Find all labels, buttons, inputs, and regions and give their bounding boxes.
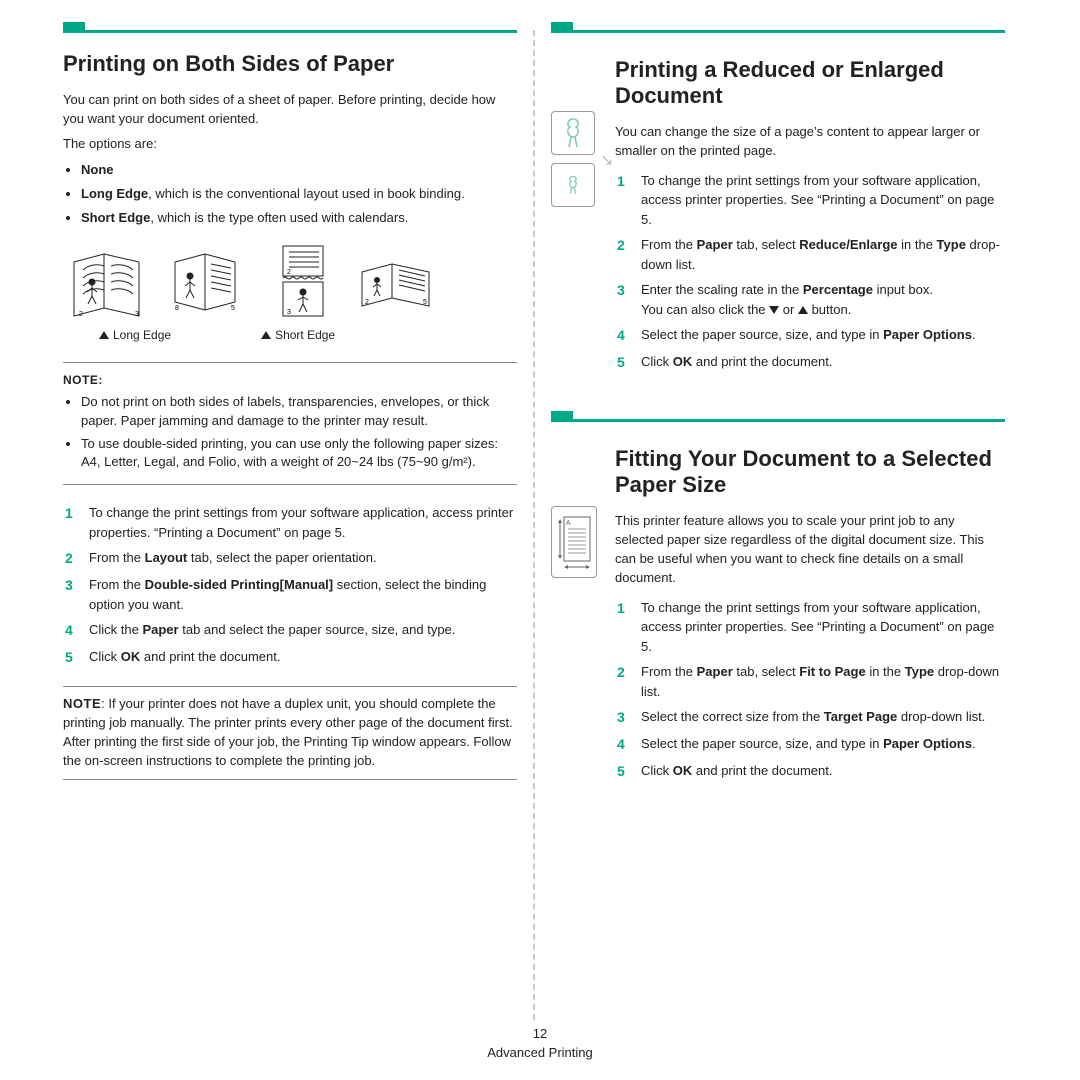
step: 5Click OK and print the document. [617, 761, 1005, 782]
svg-text:5: 5 [231, 305, 235, 312]
arrow-down-icon: ↘ [600, 150, 613, 170]
label-short-edge: Short Edge [261, 328, 335, 342]
section-rule-icon [551, 419, 1005, 422]
short-edge-diagram-1: 23 [261, 242, 341, 320]
note-item: Do not print on both sides of labels, tr… [81, 393, 517, 431]
option-long-edge: Long Edge, which is the conventional lay… [81, 184, 517, 204]
right-column: ↘ Printing a Reduced or Enlarged Documen… [543, 30, 1013, 1020]
reduce-enlarge-section: ↘ Printing a Reduced or Enlarged Documen… [551, 51, 1005, 379]
step: 3 Enter the scaling rate in the Percenta… [617, 280, 1005, 319]
label-long-edge: Long Edge [99, 328, 171, 342]
step: 3From the Double-sided Printing[Manual] … [65, 575, 517, 614]
svg-text:A: A [566, 520, 571, 527]
two-column-layout: Printing on Both Sides of Paper You can … [55, 30, 1025, 1020]
svg-text:3: 3 [287, 309, 291, 316]
svg-text:3: 3 [135, 311, 139, 318]
step: 1To change the print settings from your … [65, 503, 517, 542]
triangle-up-icon [99, 331, 109, 339]
note-label: NOTE: [63, 373, 103, 387]
binding-diagrams: 23 85 23 [69, 242, 517, 320]
fit-to-page-icon: A [551, 506, 597, 578]
reduce-steps: 1To change the print settings from your … [617, 171, 1005, 374]
scale-icons: ↘ [551, 111, 605, 379]
triangle-up-icon [798, 306, 808, 314]
options-list: None Long Edge, which is the conventiona… [81, 160, 517, 228]
fit-to-page-section: A Fitting Your Document to a Selected Pa… [551, 419, 1005, 788]
svg-text:5: 5 [423, 299, 427, 306]
duplex-steps: 1To change the print settings from your … [65, 503, 517, 668]
fit-steps: 1To change the print settings from your … [617, 598, 1005, 783]
svg-text:2: 2 [287, 269, 291, 276]
note-box: NOTE: Do not print on both sides of labe… [63, 362, 517, 485]
svg-text:8: 8 [175, 305, 179, 312]
step: 5Click OK and print the document. [617, 352, 1005, 373]
options-lead: The options are: [63, 135, 517, 154]
step: 1To change the print settings from your … [617, 598, 1005, 657]
option-none: None [81, 160, 517, 180]
fit-icon-container: A [551, 506, 605, 788]
svg-text:2: 2 [365, 299, 369, 306]
column-divider [533, 30, 535, 1020]
page-number: 12 [0, 1026, 1080, 1041]
svg-text:2: 2 [79, 311, 83, 318]
step: 4Select the paper source, size, and type… [617, 734, 1005, 755]
step: 5Click OK and print the document. [65, 647, 517, 668]
short-edge-diagram-2: 25 [357, 242, 437, 320]
diagram-labels: Long Edge Short Edge [69, 328, 517, 342]
step: 1To change the print settings from your … [617, 171, 1005, 230]
manual-page: Printing on Both Sides of Paper You can … [0, 0, 1080, 1080]
large-doc-icon: ↘ [551, 111, 595, 155]
note-item: To use double-sided printing, you can us… [81, 435, 517, 473]
note-inline: NOTE: If your printer does not have a du… [63, 686, 517, 779]
left-column: Printing on Both Sides of Paper You can … [55, 30, 525, 1020]
section-rule-icon [63, 30, 517, 33]
step: 4Click the Paper tab and select the pape… [65, 620, 517, 641]
section-rule-icon [551, 30, 1005, 33]
step: 2From the Layout tab, select the paper o… [65, 548, 517, 569]
step: 2From the Paper tab, select Fit to Page … [617, 662, 1005, 701]
intro-text: You can print on both sides of a sheet o… [63, 91, 517, 129]
heading-fit-to-page: Fitting Your Document to a Selected Pape… [615, 446, 1005, 498]
page-footer: 12 Advanced Printing [0, 1026, 1080, 1060]
step: 3Select the correct size from the Target… [617, 707, 1005, 728]
step: 4Select the paper source, size, and type… [617, 325, 1005, 346]
triangle-up-icon [261, 331, 271, 339]
step: 2From the Paper tab, select Reduce/Enlar… [617, 235, 1005, 274]
long-edge-diagram-2: 85 [165, 242, 245, 320]
intro-text: This printer feature allows you to scale… [615, 512, 1005, 587]
triangle-down-icon [769, 306, 779, 314]
small-doc-icon [551, 163, 595, 207]
long-edge-diagram-1: 23 [69, 242, 149, 320]
heading-reduce-enlarge: Printing a Reduced or Enlarged Document [615, 57, 1005, 109]
option-short-edge: Short Edge, which is the type often used… [81, 208, 517, 228]
heading-duplex: Printing on Both Sides of Paper [63, 51, 517, 77]
intro-text: You can change the size of a page’s cont… [615, 123, 1005, 161]
section-name: Advanced Printing [0, 1045, 1080, 1060]
